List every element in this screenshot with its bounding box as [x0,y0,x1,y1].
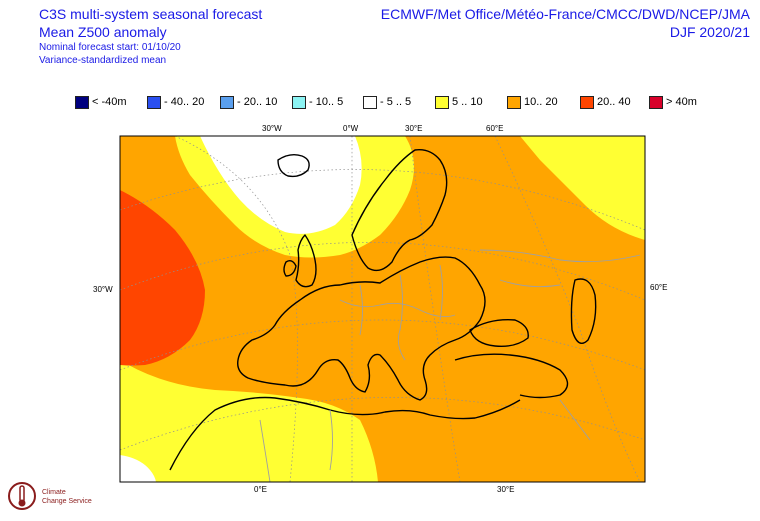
border-line [259,419,271,483]
centres-list: ECMWF/Met Office/Météo-France/CMCC/DWD/N… [380,6,750,22]
field-minus5-5 [120,455,156,482]
legend-item: < -40m [75,95,127,109]
country-borders [259,249,641,483]
axis-label-bottom-30e: 30°E [497,485,514,494]
legend-swatch [75,95,89,109]
legend-swatch [507,95,521,109]
copernicus-logo: Climate Change Service [4,476,104,518]
logo-line2: Change Service [42,498,92,505]
border-line [439,264,443,321]
africa-coast [169,396,521,471]
legend-swatch [147,95,161,109]
legend-item: - 5 .. 5 [363,95,411,109]
caspian-coast [570,278,597,344]
map-subtitle: Mean Z500 anomaly [39,24,167,40]
field-5-10 [520,136,645,240]
legend-label: < -40m [92,96,127,108]
border-line [479,249,641,263]
header-right: ECMWF/Met Office/Météo-France/CMCC/DWD/N… [381,5,750,41]
legend-item: - 10.. 5 [292,95,343,109]
legend-item: - 40.. 20 [147,95,204,109]
legend-swatch [580,95,594,109]
parallel-line [119,319,646,371]
forecast-start: Nominal forecast start: 01/10/20 [39,42,181,53]
legend-swatch [220,95,234,109]
legend-swatch [435,95,449,109]
europe-coast [237,256,486,401]
legend-label: 5 .. 10 [452,96,483,108]
axis-label-top-30w: 30°W [262,124,282,133]
ireland-coast [283,259,297,277]
axis-label-bottom-0e: 0°E [254,485,267,494]
title-block: C3S multi-system seasonal forecast Mean … [39,5,262,67]
axis-label-top-60e: 60°E [486,124,503,133]
border-line [559,399,591,441]
legend-swatch [363,95,377,109]
map-title: C3S multi-system seasonal forecast [39,6,263,22]
meridian-line [409,135,461,483]
axis-label-top-30e: 30°E [405,124,422,133]
field-minus5-5 [200,136,362,234]
parallel-line [119,242,646,301]
legend-item: 10.. 20 [507,95,558,109]
climate-logo-icon [8,482,36,510]
axis-label-left-30w: 30°W [93,285,113,294]
map-fields [120,136,645,482]
border-line [499,279,561,288]
map-frame [119,135,646,483]
legend-item: > 40m [649,95,697,109]
black-sea-coast [469,319,529,348]
iceland-coast [277,153,310,178]
variance-note: Variance-standardized mean [39,55,167,66]
legend-swatch [649,95,663,109]
season-label: DJF 2020/21 [669,24,750,40]
axis-label-top-0w: 0°W [343,124,359,133]
legend-label: 10.. 20 [524,96,558,108]
meridian-line [494,135,641,483]
coastlines [169,149,597,471]
legend-label: - 40.. 20 [164,96,205,108]
britain-coast [295,234,317,288]
legend-swatch [292,95,306,109]
logo-text: Climate Change Service [42,488,92,506]
border-line [397,274,406,361]
border-line [339,299,456,318]
border-line [359,284,363,336]
scandinavia-coast [351,149,448,272]
field-5-10 [120,360,378,482]
legend-item: 5 .. 10 [435,95,483,109]
legend-label: - 20.. 10 [237,96,278,108]
field-20-40 [120,190,205,366]
legend-label: 20.. 40 [597,96,631,108]
legend-item: 20.. 40 [580,95,631,109]
legend-label: - 5 .. 5 [380,96,412,108]
logo-line1: Climate [42,489,66,496]
legend-item: - 20.. 10 [220,95,277,109]
legend-label: - 10.. 5 [309,96,344,108]
border-line [329,409,333,471]
anatolia-coast [454,353,569,399]
parallel-line [119,397,646,451]
axis-label-right-60e: 60°E [650,283,667,292]
legend-label: > 40m [666,96,697,108]
